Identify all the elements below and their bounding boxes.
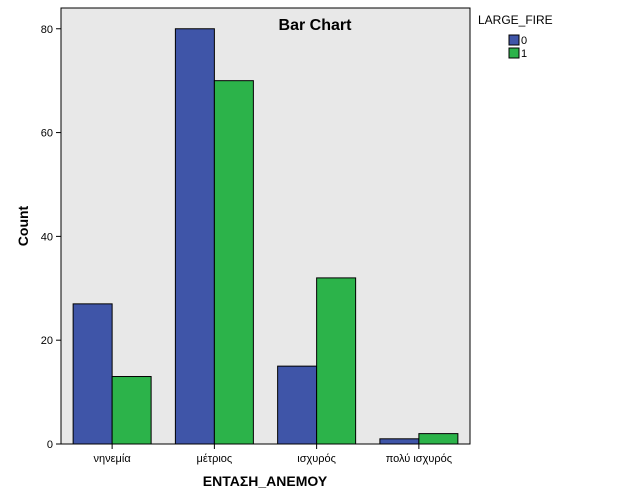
bar-μέτριος-series-1 — [213, 80, 254, 445]
chart-title: Bar Chart — [279, 17, 353, 34]
x-tick-label: μέτριος — [197, 453, 233, 465]
legend: LARGE_FIRE 01 — [478, 13, 553, 60]
x-ticks-group: νηνεμία μέτριος ισχυρός πολύ ισχυρός — [94, 444, 452, 465]
y-tick-label: 0 — [47, 439, 53, 451]
bars-group — [72, 28, 459, 445]
bar-πολύ ισχυρός-series-0 — [379, 438, 420, 445]
bar-ισχυρός-series-1 — [316, 277, 357, 445]
y-tick-label: 60 — [41, 128, 53, 140]
x-tick-label: νηνεμία — [94, 453, 132, 465]
legend-swatch-1 — [508, 47, 520, 59]
bar-μέτριος-series-0 — [174, 28, 215, 445]
x-tick-label: ισχυρός — [297, 453, 336, 465]
bar-νηνεμία-series-1 — [111, 376, 152, 445]
bar-ισχυρός-series-0 — [277, 365, 318, 445]
y-ticks-group: 0 20 40 60 80 — [41, 24, 61, 451]
x-tick-label: πολύ ισχυρός — [386, 453, 452, 465]
legend-swatch-0 — [508, 34, 520, 46]
y-tick-label: 20 — [41, 335, 53, 347]
y-tick-label: 80 — [41, 24, 53, 36]
legend-items: 01 — [508, 34, 527, 60]
legend-title: LARGE_FIRE — [478, 13, 553, 27]
legend-label-0: 0 — [521, 35, 527, 47]
x-axis-label: ΕΝΤΑΣΗ_ΑΝΕΜΟΥ — [203, 473, 328, 489]
legend-label-1: 1 — [521, 48, 527, 60]
y-axis-label: Count — [15, 205, 31, 246]
bar-πολύ ισχυρός-series-1 — [418, 433, 459, 445]
bar-νηνεμία-series-0 — [72, 303, 113, 445]
plot-area — [60, 7, 471, 445]
y-tick-label: 40 — [41, 231, 53, 243]
